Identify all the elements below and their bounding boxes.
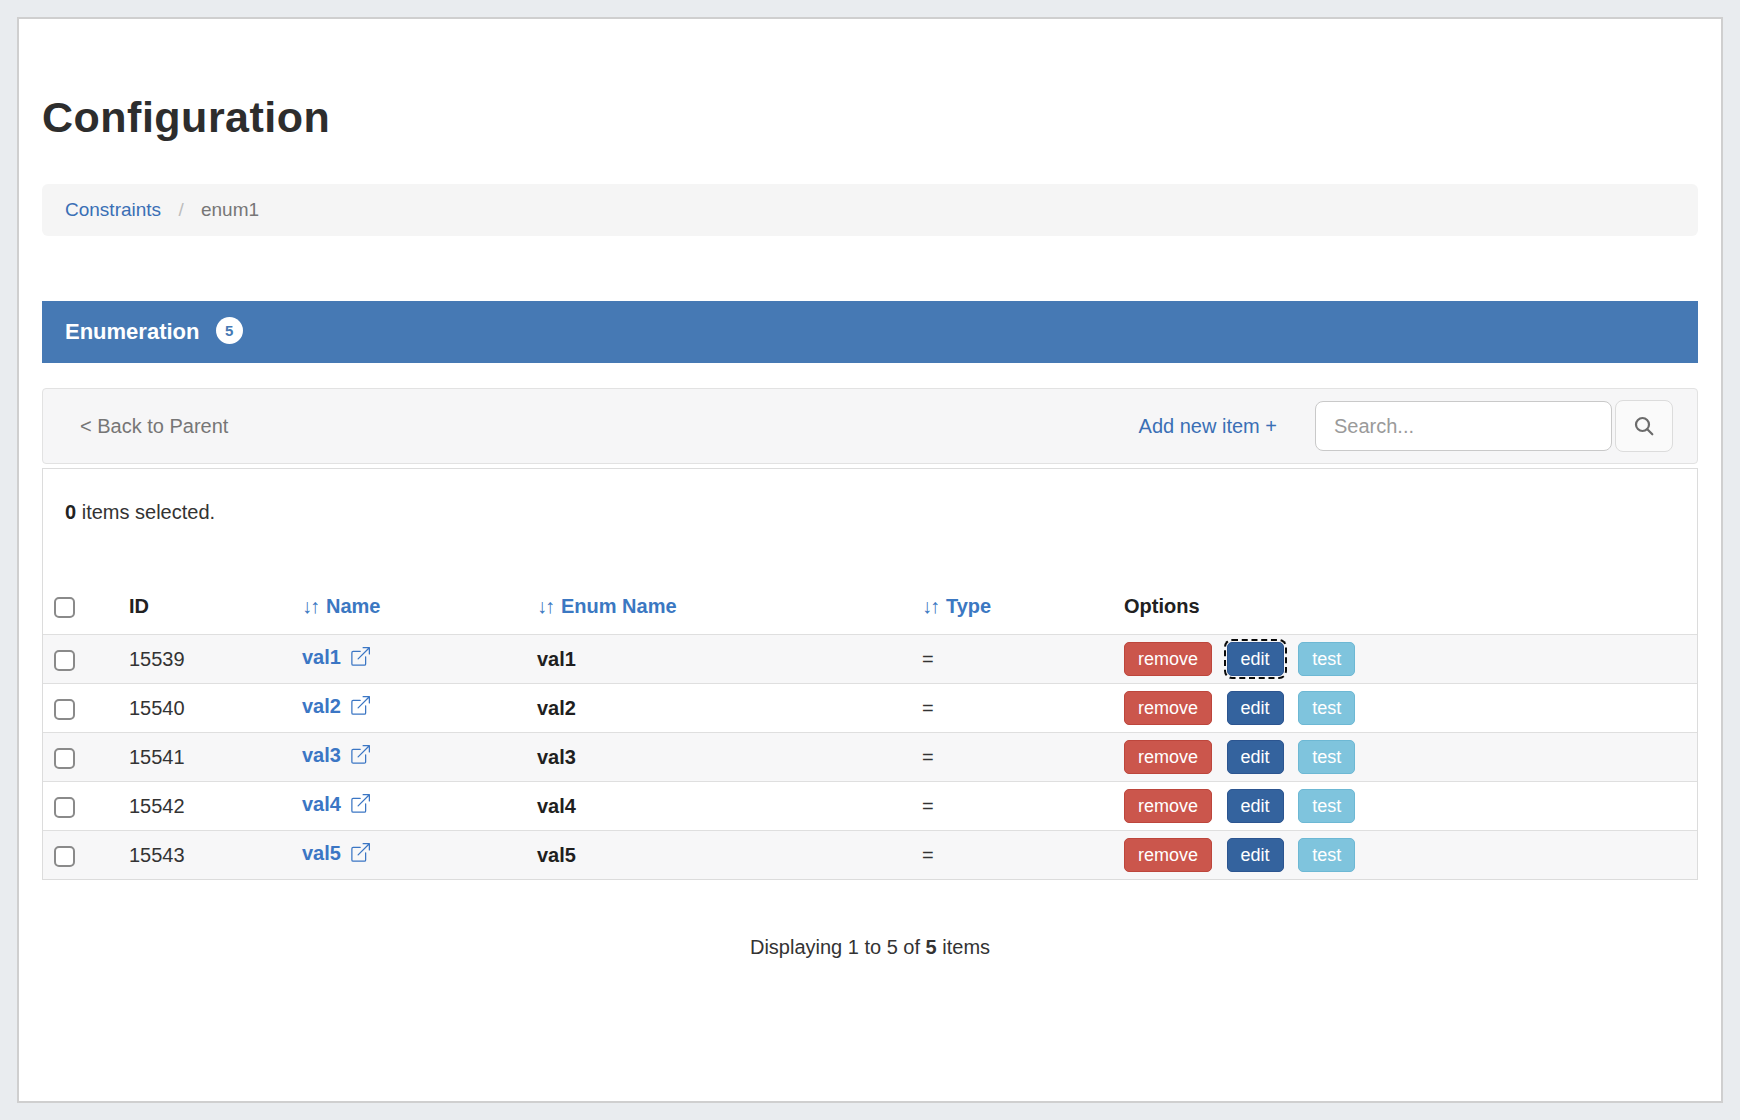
external-link-icon[interactable] xyxy=(350,696,370,721)
remove-button[interactable]: remove xyxy=(1124,838,1212,872)
breadcrumb: Constraints / enum1 xyxy=(42,184,1698,236)
column-header-type-label: Type xyxy=(946,595,991,617)
item-link[interactable]: val5 xyxy=(302,842,341,864)
main-card: Configuration Constraints / enum1 Enumer… xyxy=(17,17,1723,1103)
cell-type: = xyxy=(904,782,1106,831)
test-button[interactable]: test xyxy=(1298,642,1355,676)
test-button[interactable]: test xyxy=(1298,838,1355,872)
test-button[interactable]: test xyxy=(1298,740,1355,774)
item-link[interactable]: val2 xyxy=(302,695,341,717)
pagination-suffix: items xyxy=(937,936,990,958)
sort-icon: ↓↑ xyxy=(537,595,553,617)
cell-enum-name: val5 xyxy=(519,831,904,880)
row-checkbox[interactable] xyxy=(54,846,75,867)
table-row: 15539 val1 val1 = remove edit test xyxy=(43,635,1697,684)
item-link[interactable]: val1 xyxy=(302,646,341,668)
toolbar: < Back to Parent Add new item + xyxy=(42,388,1698,464)
row-checkbox[interactable] xyxy=(54,748,75,769)
cell-enum-name: val1 xyxy=(519,635,904,684)
column-header-name[interactable]: ↓↑ Name xyxy=(284,574,519,635)
column-header-type[interactable]: ↓↑ Type xyxy=(904,574,1106,635)
column-header-enum-name-label: Enum Name xyxy=(561,595,677,617)
cell-enum-name: val3 xyxy=(519,733,904,782)
selected-text: items selected. xyxy=(76,501,215,523)
breadcrumb-link-constraints[interactable]: Constraints xyxy=(65,199,161,220)
sort-icon: ↓↑ xyxy=(922,595,938,617)
search-group xyxy=(1315,400,1673,452)
table-row: 15540 val2 val2 = remove edit test xyxy=(43,684,1697,733)
search-icon xyxy=(1633,415,1655,437)
remove-button[interactable]: remove xyxy=(1124,642,1212,676)
table-row: 15541 val3 val3 = remove edit test xyxy=(43,733,1697,782)
sort-icon: ↓↑ xyxy=(302,595,318,617)
remove-button[interactable]: remove xyxy=(1124,691,1212,725)
external-link-icon[interactable] xyxy=(350,843,370,868)
row-checkbox[interactable] xyxy=(54,650,75,671)
edit-button[interactable]: edit xyxy=(1227,642,1284,676)
cell-id: 15541 xyxy=(111,733,284,782)
cell-enum-name: val2 xyxy=(519,684,904,733)
external-link-icon[interactable] xyxy=(350,794,370,819)
remove-button[interactable]: remove xyxy=(1124,789,1212,823)
remove-button[interactable]: remove xyxy=(1124,740,1212,774)
cell-id: 15542 xyxy=(111,782,284,831)
edit-button[interactable]: edit xyxy=(1227,789,1284,823)
back-to-parent-link[interactable]: < Back to Parent xyxy=(80,415,228,438)
pagination-summary: Displaying 1 to 5 of 5 items xyxy=(42,936,1698,959)
search-input[interactable] xyxy=(1315,401,1612,451)
edit-button[interactable]: edit xyxy=(1227,740,1284,774)
pagination-prefix: Displaying 1 to 5 of xyxy=(750,936,926,958)
items-table: ID ↓↑ Name ↓↑ Enum Name ↓↑ Type Options 155… xyxy=(43,574,1697,879)
panel-title: Enumeration xyxy=(65,319,199,344)
row-checkbox[interactable] xyxy=(54,797,75,818)
selection-summary: 0 items selected. xyxy=(65,501,1697,524)
edit-button[interactable]: edit xyxy=(1227,838,1284,872)
test-button[interactable]: test xyxy=(1298,789,1355,823)
cell-type: = xyxy=(904,831,1106,880)
search-button[interactable] xyxy=(1615,400,1673,452)
breadcrumb-separator: / xyxy=(178,199,183,220)
page-title: Configuration xyxy=(42,93,1698,142)
edit-button[interactable]: edit xyxy=(1227,691,1284,725)
toolbar-right: Add new item + xyxy=(1139,400,1673,452)
external-link-icon[interactable] xyxy=(350,647,370,672)
pagination-total: 5 xyxy=(926,936,937,958)
cell-id: 15539 xyxy=(111,635,284,684)
breadcrumb-current: enum1 xyxy=(201,199,259,220)
panel-header: Enumeration 5 xyxy=(42,301,1698,363)
cell-type: = xyxy=(904,733,1106,782)
item-link[interactable]: val4 xyxy=(302,793,341,815)
column-header-enum-name[interactable]: ↓↑ Enum Name xyxy=(519,574,904,635)
add-new-item-link[interactable]: Add new item + xyxy=(1139,415,1277,438)
table-row: 15543 val5 val5 = remove edit test xyxy=(43,831,1697,880)
cell-type: = xyxy=(904,684,1106,733)
select-all-checkbox[interactable] xyxy=(54,597,75,618)
column-header-options: Options xyxy=(1106,574,1697,635)
cell-id: 15540 xyxy=(111,684,284,733)
test-button[interactable]: test xyxy=(1298,691,1355,725)
cell-enum-name: val4 xyxy=(519,782,904,831)
column-header-id: ID xyxy=(111,574,284,635)
table-header-row: ID ↓↑ Name ↓↑ Enum Name ↓↑ Type Options xyxy=(43,574,1697,635)
selected-count: 0 xyxy=(65,501,76,523)
cell-type: = xyxy=(904,635,1106,684)
row-checkbox[interactable] xyxy=(54,699,75,720)
table-row: 15542 val4 val4 = remove edit test xyxy=(43,782,1697,831)
item-link[interactable]: val3 xyxy=(302,744,341,766)
count-badge: 5 xyxy=(216,317,243,344)
table-container: 0 items selected. ID ↓↑ Name ↓↑ Enum Name … xyxy=(42,468,1698,880)
cell-id: 15543 xyxy=(111,831,284,880)
column-header-name-label: Name xyxy=(326,595,380,617)
external-link-icon[interactable] xyxy=(350,745,370,770)
